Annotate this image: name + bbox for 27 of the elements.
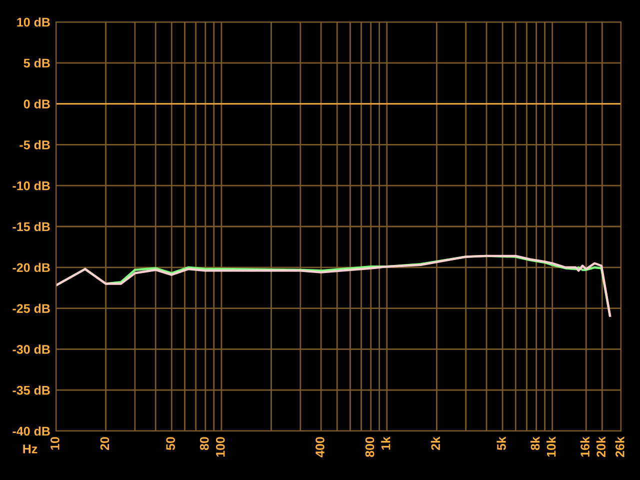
x-tick-label: 10k bbox=[546, 436, 556, 457]
x-tick-label: 400 bbox=[316, 437, 324, 458]
x-tick-label: 20k bbox=[596, 436, 606, 457]
x-axis-title: Hz bbox=[23, 444, 38, 454]
x-tick-label: 5k bbox=[496, 436, 506, 450]
y-tick-label: -40 dB bbox=[12, 426, 50, 436]
y-tick-label: -30 dB bbox=[12, 344, 50, 354]
x-tick-label: 26k bbox=[615, 436, 624, 457]
x-tick-label: 8k bbox=[530, 436, 540, 450]
y-tick-label: -20 dB bbox=[12, 262, 50, 272]
x-tick-label: 80 bbox=[200, 437, 209, 450]
y-tick-label: 0 dB bbox=[24, 99, 50, 108]
y-tick-label: 5 dB bbox=[24, 58, 50, 68]
x-tick-label: 2k bbox=[430, 436, 440, 450]
x-tick-label: 1k bbox=[381, 436, 390, 450]
x-tick-label: 16k bbox=[580, 436, 590, 457]
x-tick-label: 50 bbox=[166, 437, 175, 450]
y-tick-label: -5 dB bbox=[20, 140, 50, 150]
x-tick-label: 800 bbox=[365, 437, 374, 458]
x-tick-label: 10 bbox=[50, 437, 60, 450]
x-tick-label: 100 bbox=[216, 437, 225, 457]
x-tick-label: 20 bbox=[100, 437, 110, 450]
y-tick-label: -35 dB bbox=[12, 386, 50, 395]
y-tick-label: -25 dB bbox=[12, 304, 50, 313]
y-tick-label: -10 dB bbox=[12, 181, 50, 190]
y-tick-label: -15 dB bbox=[12, 222, 50, 232]
y-tick-label: 10 dB bbox=[17, 17, 50, 27]
